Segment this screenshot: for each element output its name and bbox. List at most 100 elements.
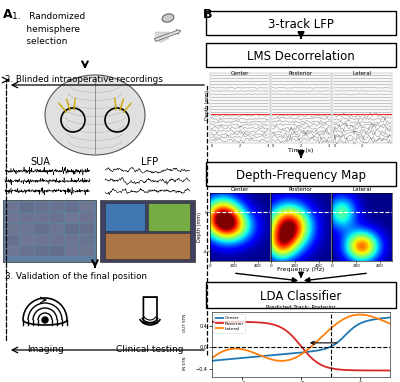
Center [217, 358, 222, 363]
Text: ✋: ✋ [141, 296, 159, 324]
Ellipse shape [162, 14, 174, 22]
Text: Clinical testing: Clinical testing [116, 345, 184, 354]
Text: 2. Blinded intraoperative recordings: 2. Blinded intraoperative recordings [5, 75, 163, 84]
Lateral [220, 349, 225, 354]
Center [372, 317, 377, 322]
Title: Lateral: Lateral [352, 187, 372, 192]
Center [257, 354, 262, 359]
Text: IN STN: IN STN [183, 357, 187, 370]
Bar [80, 246, 94, 256]
Text: Depth-Frequency Map: Depth-Frequency Map [236, 168, 366, 181]
Text: Depth (mm): Depth (mm) [206, 91, 210, 120]
Lateral [257, 353, 262, 357]
FancyArrow shape [154, 30, 181, 41]
Lateral [217, 351, 222, 356]
Text: 2: 2 [239, 144, 241, 148]
Bar [155, 32, 157, 40]
Posterior [388, 368, 392, 373]
Text: Lateral: Lateral [352, 71, 372, 76]
Bar [148, 203, 190, 231]
Bar [163, 32, 165, 41]
Text: B: B [203, 8, 212, 21]
Circle shape [42, 317, 48, 323]
Text: OUT STN: OUT STN [183, 314, 187, 332]
Bar [165, 32, 167, 40]
Bar [50, 246, 64, 256]
Bar [20, 235, 34, 245]
Bar [65, 202, 79, 212]
Bar [35, 235, 49, 245]
Text: Frequency (Hz): Frequency (Hz) [277, 267, 325, 272]
Bar [35, 224, 49, 234]
Bar [105, 233, 190, 259]
Bar [5, 235, 19, 245]
Center [379, 316, 384, 321]
Lateral [210, 356, 214, 360]
Text: LFP: LFP [142, 157, 158, 167]
Bar [5, 224, 19, 234]
FancyBboxPatch shape [3, 200, 96, 262]
Text: 0: 0 [272, 144, 274, 148]
Center [210, 358, 214, 363]
Bar [35, 246, 49, 256]
Lateral [357, 312, 362, 317]
Title: Center: Center [231, 187, 249, 192]
Bar [65, 235, 79, 245]
Bar [159, 32, 161, 42]
Ellipse shape [45, 75, 145, 155]
Text: Time (s): Time (s) [288, 148, 314, 153]
Bar [35, 213, 49, 223]
Bar [50, 213, 64, 223]
Lateral [374, 316, 379, 320]
Bar [20, 213, 34, 223]
Posterior [379, 368, 384, 373]
Bar [80, 224, 94, 234]
FancyBboxPatch shape [206, 282, 396, 308]
Bar [5, 202, 19, 212]
Bar [271, 73, 331, 143]
Text: LDA Classifier: LDA Classifier [260, 290, 342, 303]
Text: LMS Decorrelation: LMS Decorrelation [247, 50, 355, 63]
Bar [80, 213, 94, 223]
Posterior [257, 320, 262, 325]
Bar [167, 32, 169, 39]
Text: 0: 0 [211, 144, 213, 148]
Text: 0: 0 [333, 144, 336, 148]
Line: Posterior: Posterior [212, 322, 390, 371]
Bar [80, 235, 94, 245]
Center [243, 355, 248, 360]
Bar [157, 32, 159, 41]
Bar [65, 246, 79, 256]
Text: 3: 3 [266, 144, 269, 148]
Center [220, 358, 225, 362]
Title: Posterior: Posterior [289, 187, 313, 192]
Title: Predicted Track: Posterior: Predicted Track: Posterior [266, 305, 336, 310]
Legend: Center, Posterior, Lateral: Center, Posterior, Lateral [214, 314, 246, 333]
Bar [105, 203, 145, 231]
Text: 3-track LFP: 3-track LFP [268, 18, 334, 31]
Bar [161, 32, 163, 42]
Text: A: A [3, 8, 13, 21]
Bar [65, 213, 79, 223]
Text: SUA: SUA [30, 157, 50, 167]
Lateral [243, 348, 248, 352]
Text: 2: 2 [300, 144, 302, 148]
Lateral [380, 318, 385, 323]
Center [388, 315, 392, 320]
Text: 3: 3 [328, 144, 330, 148]
Y-axis label: Depth (mm): Depth (mm) [197, 212, 202, 242]
Posterior [220, 319, 225, 324]
Bar [50, 202, 64, 212]
Lateral [279, 359, 284, 363]
Text: 3. Validation of the final position: 3. Validation of the final position [5, 272, 147, 281]
FancyBboxPatch shape [100, 200, 195, 262]
FancyBboxPatch shape [206, 162, 396, 186]
Bar [20, 224, 34, 234]
Bar [5, 246, 19, 256]
Posterior [217, 319, 222, 324]
Posterior [243, 320, 248, 324]
Bar [80, 202, 94, 212]
Posterior [210, 319, 214, 324]
Bar [65, 224, 79, 234]
Bar [20, 202, 34, 212]
